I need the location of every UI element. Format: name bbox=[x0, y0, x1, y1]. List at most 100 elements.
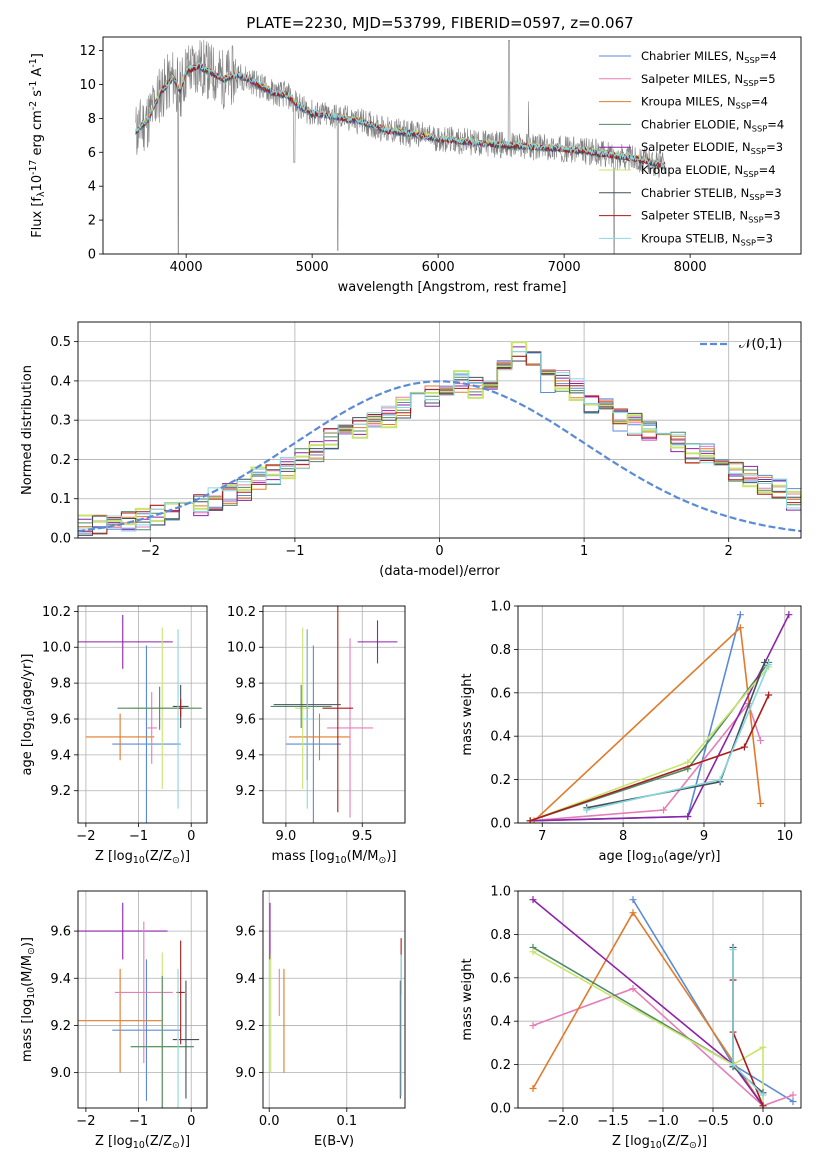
x-tick-label: 0 bbox=[187, 829, 195, 844]
plot-area-age_vs_Z bbox=[78, 614, 202, 823]
weight-marker-8 bbox=[729, 946, 737, 954]
y-tick-label: 0.2 bbox=[50, 453, 71, 468]
legend-entry: Kroupa STELIB, NSSP=3 bbox=[641, 231, 773, 247]
y-tick-label: 0.2 bbox=[490, 1058, 511, 1073]
legend-entry: Chabrier ELODIE, NSSP=4 bbox=[641, 117, 784, 133]
y-tick-label: 9.6 bbox=[50, 712, 71, 727]
y-tick-label: 0.5 bbox=[50, 335, 71, 350]
y-tick-label: 9.2 bbox=[50, 784, 71, 799]
residual-histogram-1 bbox=[78, 360, 801, 531]
weight-line-2 bbox=[532, 911, 764, 1107]
y-axis-label: Flux [fλ10-17 erg cm-2 s-1 A-1] bbox=[28, 53, 47, 238]
weight-marker-7 bbox=[526, 817, 534, 823]
x-tick-label: 2 bbox=[725, 544, 733, 559]
model-spectrum-8 bbox=[135, 61, 666, 169]
y-tick-label: 2 bbox=[88, 214, 96, 229]
panel-spectrum: 4000 5000 6000 7000 8000 0 2 4 6 8 10 12 wavelength … bbox=[28, 36, 802, 295]
y-axis-label: mass weight bbox=[460, 673, 475, 755]
y-tick-label: 9.2 bbox=[235, 784, 256, 799]
weight-marker-5 bbox=[684, 758, 692, 766]
y-tick-label: 0.0 bbox=[50, 532, 71, 547]
weight-marker-8 bbox=[716, 776, 724, 784]
y-tick-label: 0.2 bbox=[490, 773, 511, 788]
y-tick-label: 0.4 bbox=[490, 1015, 511, 1030]
axes-frame bbox=[262, 890, 406, 1109]
y-tick-label: 10.2 bbox=[227, 605, 256, 620]
plot-area-residuals bbox=[78, 341, 801, 536]
plot-area-weight_vs_Z bbox=[529, 896, 797, 1108]
weight-marker-1 bbox=[629, 985, 637, 993]
panel-age_vs_mass: 9.0 9.5 9.2 9.4 9.6 9.8 10.0 10.2 mass [log10(M/… bbox=[227, 605, 406, 866]
x-tick-label: 0 bbox=[435, 544, 443, 559]
residual-histogram-8 bbox=[78, 351, 801, 532]
x-tick-label: −1.0 bbox=[647, 1114, 679, 1129]
weight-line-1 bbox=[530, 701, 762, 822]
panel-age_vs_Z: −2 −1 0 9.2 9.4 9.6 9.8 10.0 10.2 Z [log10(Z/Z⊙)]… bbox=[20, 605, 208, 866]
y-tick-label: 0 bbox=[88, 248, 96, 263]
y-tick-label: 8 bbox=[88, 112, 96, 127]
x-tick-label: 0 bbox=[187, 1114, 195, 1129]
x-tick-label: 1 bbox=[580, 544, 588, 559]
y-tick-label: 0.0 bbox=[490, 817, 511, 832]
y-axis-label: mass [log10(M/M⊙)] bbox=[20, 937, 37, 1062]
weight-line-3 bbox=[529, 661, 770, 822]
x-axis-label: Z [log10(Z/Z⊙)] bbox=[612, 1134, 707, 1151]
y-tick-label: 9.6 bbox=[235, 925, 256, 940]
y-tick-label: 1.0 bbox=[490, 885, 511, 900]
axes-frame bbox=[77, 890, 208, 1109]
x-tick-label: 9.5 bbox=[352, 829, 373, 844]
y-tick-label: 6 bbox=[88, 146, 96, 161]
panel-weight_vs_age: 7 8 9 10 0.0 0.2 0.4 0.6 0.8 1.0 age [log10(age/yr… bbox=[460, 600, 802, 866]
plot-area-weight_vs_age bbox=[526, 611, 793, 823]
weight-marker-7 bbox=[765, 691, 773, 699]
weight-marker-2 bbox=[629, 909, 637, 917]
x-tick-label: −1 bbox=[129, 829, 148, 844]
axes-frame bbox=[262, 605, 406, 824]
y-tick-label: 9.8 bbox=[50, 677, 71, 692]
weight-marker-0 bbox=[789, 1097, 797, 1105]
weight-marker-2 bbox=[757, 799, 765, 807]
y-tick-label: 9.2 bbox=[50, 1019, 71, 1034]
weight-marker-7 bbox=[759, 1102, 767, 1108]
x-tick-label: −2.0 bbox=[547, 1114, 579, 1129]
y-tick-label: 9.4 bbox=[50, 748, 71, 763]
residual-histogram-7 bbox=[78, 355, 801, 535]
panel-mass_vs_Z: −2 −1 0 9.0 9.2 9.4 9.6 Z [log10(Z/Z⊙)] mass [lo… bbox=[20, 890, 208, 1151]
weight-marker-1 bbox=[660, 806, 668, 814]
x-tick-label: 0.1 bbox=[336, 1114, 357, 1129]
x-tick-label: 9.0 bbox=[276, 829, 297, 844]
weight-line-0 bbox=[530, 614, 742, 822]
legend-entry: Salpeter STELIB, NSSP=3 bbox=[641, 209, 781, 225]
weight-marker-8 bbox=[765, 661, 773, 669]
axes-frame bbox=[77, 605, 208, 824]
weight-marker-8 bbox=[583, 806, 591, 814]
x-tick-label: −1 bbox=[129, 1114, 148, 1129]
legend-entry: Chabrier STELIB, NSSP=3 bbox=[641, 186, 782, 202]
y-tick-label: 0.0 bbox=[490, 1102, 511, 1117]
y-tick-label: 0.6 bbox=[490, 971, 511, 986]
y-tick-label: 0.6 bbox=[490, 686, 511, 701]
x-axis-label: Z [log10(Z/Z⊙)] bbox=[95, 849, 190, 866]
weight-marker-5 bbox=[759, 1043, 767, 1051]
x-tick-label: −0.5 bbox=[697, 1114, 729, 1129]
x-tick-label: 0.0 bbox=[753, 1114, 774, 1129]
weight-marker-1 bbox=[789, 1091, 797, 1099]
y-tick-label: 0.3 bbox=[50, 414, 71, 429]
x-tick-label: −2 bbox=[76, 1114, 95, 1129]
y-tick-label: 0.4 bbox=[490, 730, 511, 745]
y-tick-label: 4 bbox=[88, 180, 96, 195]
axes-frame bbox=[102, 36, 802, 255]
legend-entry: Kroupa ELODIE, NSSP=4 bbox=[641, 163, 776, 179]
x-tick-label: −2 bbox=[76, 829, 95, 844]
x-tick-label: 9 bbox=[700, 829, 708, 844]
legend-entry: Kroupa MILES, NSSP=4 bbox=[641, 95, 768, 111]
y-axis-label: mass weight bbox=[460, 958, 475, 1040]
x-axis-label: (data-model)/error bbox=[379, 564, 500, 579]
weight-marker-4 bbox=[684, 812, 692, 820]
gaussian-curve bbox=[78, 380, 801, 533]
y-tick-label: 0.4 bbox=[50, 374, 71, 389]
x-tick-label: 8000 bbox=[674, 260, 707, 275]
panel-mass_vs_ebv: 0.0 0.1 9.0 9.2 9.4 9.6 E(B-V) bbox=[235, 890, 406, 1149]
weight-line-2 bbox=[533, 626, 762, 822]
